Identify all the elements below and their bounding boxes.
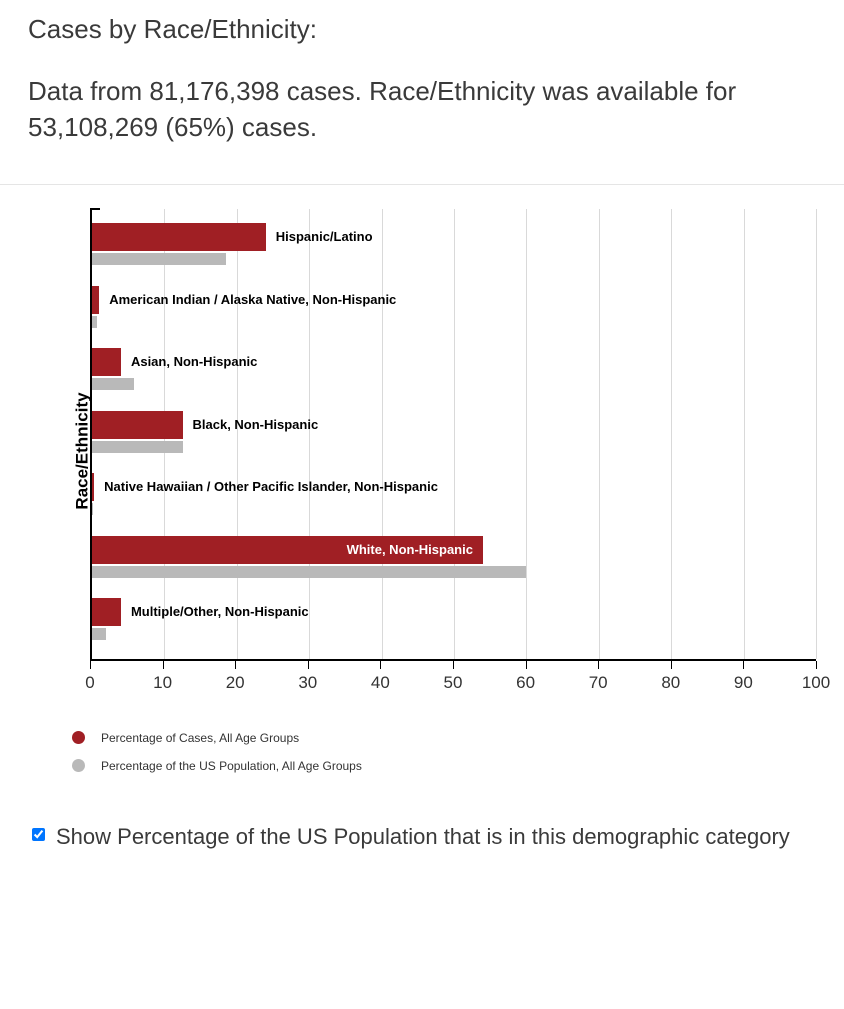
x-tick-label: 20 (226, 673, 245, 693)
bar-population (92, 253, 226, 265)
x-axis: 0102030405060708090100 (90, 659, 816, 693)
bar-row: Native Hawaiian / Other Pacific Islander… (92, 469, 816, 523)
x-tick-label: 60 (516, 673, 535, 693)
x-tick (235, 661, 236, 669)
bar-cases (92, 223, 266, 251)
bar-cases (92, 286, 99, 314)
bar-label: White, Non-Hispanic (347, 542, 483, 557)
legend-item: Percentage of the US Population, All Age… (72, 759, 816, 773)
bar-population (92, 628, 106, 640)
show-population-checkbox[interactable] (32, 828, 45, 841)
x-tick (308, 661, 309, 669)
page: Cases by Race/Ethnicity: Data from 81,17… (0, 14, 844, 877)
x-tick-label: 50 (444, 673, 463, 693)
x-tick-label: 0 (85, 673, 94, 693)
bar-cases (92, 348, 121, 376)
bar-population (92, 566, 526, 578)
x-tick (453, 661, 454, 669)
bar-population (92, 378, 134, 390)
bar-label: Native Hawaiian / Other Pacific Islander… (104, 479, 438, 494)
plot-area: Hispanic/Latino American Indian / Alaska … (90, 209, 816, 659)
bar-cases (92, 598, 121, 626)
bar-row: Hispanic/Latino (92, 219, 816, 273)
bar-row: American Indian / Alaska Native, Non-His… (92, 282, 816, 336)
bar-row: Black, Non-Hispanic (92, 407, 816, 461)
show-population-label[interactable]: Show Percentage of the US Population tha… (56, 821, 790, 853)
legend: Percentage of Cases, All Age Groups Perce… (72, 731, 816, 773)
gridline (816, 209, 817, 659)
bar-label: Hispanic/Latino (276, 229, 373, 244)
x-tick (816, 661, 817, 669)
bar-row: White, Non-Hispanic (92, 532, 816, 586)
bar-label: Asian, Non-Hispanic (131, 354, 257, 369)
bar-rows: Hispanic/Latino American Indian / Alaska … (92, 209, 816, 659)
bar-population (92, 316, 97, 328)
bar-population (92, 441, 183, 453)
divider (0, 184, 844, 185)
x-tick (90, 661, 91, 669)
page-title: Cases by Race/Ethnicity: (28, 14, 816, 45)
x-tick-label: 10 (153, 673, 172, 693)
legend-swatch (72, 759, 85, 772)
chart: Race/Ethnicity Hispanic/LatinoAmerican I… (28, 209, 816, 693)
bar-row: Multiple/Other, Non-Hispanic (92, 594, 816, 648)
show-population-control: Show Percentage of the US Population tha… (28, 821, 816, 853)
legend-swatch (72, 731, 85, 744)
x-tick-label: 100 (802, 673, 830, 693)
page-subtitle: Data from 81,176,398 cases. Race/Ethnici… (28, 73, 816, 146)
bar-row: Asian, Non-Hispanic (92, 344, 816, 398)
x-tick-label: 40 (371, 673, 390, 693)
x-tick-label: 30 (298, 673, 317, 693)
legend-item: Percentage of Cases, All Age Groups (72, 731, 816, 745)
x-tick (671, 661, 672, 669)
x-tick (380, 661, 381, 669)
legend-label: Percentage of the US Population, All Age… (101, 759, 362, 773)
bar-cases (92, 473, 94, 501)
bar-cases (92, 411, 183, 439)
bar-population (92, 503, 93, 515)
x-tick (598, 661, 599, 669)
x-tick-label: 70 (589, 673, 608, 693)
bar-label: Black, Non-Hispanic (193, 417, 319, 432)
bar-label: Multiple/Other, Non-Hispanic (131, 604, 309, 619)
legend-label: Percentage of Cases, All Age Groups (101, 731, 299, 745)
x-tick (163, 661, 164, 669)
x-tick-label: 80 (661, 673, 680, 693)
x-tick (743, 661, 744, 669)
header-block: Cases by Race/Ethnicity: Data from 81,17… (28, 14, 816, 146)
x-tick (526, 661, 527, 669)
bar-label: American Indian / Alaska Native, Non-His… (109, 292, 396, 307)
x-tick-label: 90 (734, 673, 753, 693)
